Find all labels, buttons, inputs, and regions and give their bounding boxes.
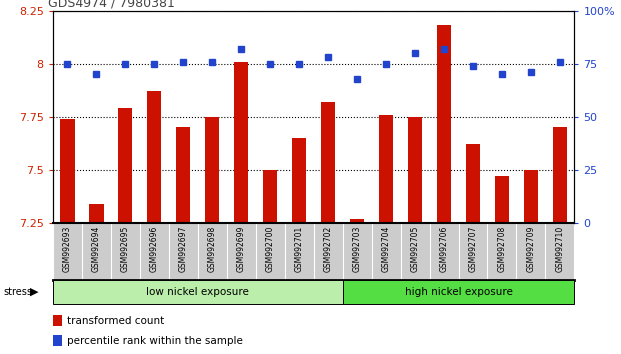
- Bar: [89, 204, 104, 223]
- Text: GSM992706: GSM992706: [440, 226, 448, 272]
- Bar: [205, 117, 219, 223]
- Bar: [379, 115, 393, 223]
- Text: stress: stress: [3, 287, 32, 297]
- Bar: [53, 335, 62, 346]
- Text: GSM992703: GSM992703: [353, 226, 361, 272]
- Bar: [53, 280, 343, 304]
- Bar: [321, 102, 335, 223]
- Text: GSM992705: GSM992705: [410, 226, 420, 272]
- Bar: [553, 127, 567, 223]
- Text: GSM992694: GSM992694: [92, 226, 101, 272]
- Bar: [437, 25, 451, 223]
- Text: GSM992702: GSM992702: [324, 226, 333, 272]
- Bar: [53, 315, 62, 326]
- Text: GSM992696: GSM992696: [150, 226, 159, 272]
- Bar: [343, 280, 574, 304]
- Bar: [292, 138, 306, 223]
- Text: GSM992698: GSM992698: [207, 226, 217, 272]
- Bar: [176, 127, 191, 223]
- Text: percentile rank within the sample: percentile rank within the sample: [67, 336, 243, 346]
- Text: low nickel exposure: low nickel exposure: [147, 287, 249, 297]
- Text: transformed count: transformed count: [67, 316, 164, 326]
- Bar: [60, 119, 75, 223]
- Text: GSM992701: GSM992701: [294, 226, 304, 272]
- Text: GSM992710: GSM992710: [555, 226, 564, 272]
- Bar: [234, 62, 248, 223]
- Text: GSM992708: GSM992708: [497, 226, 507, 272]
- Text: GSM992700: GSM992700: [266, 226, 274, 272]
- Text: GDS4974 / 7980381: GDS4974 / 7980381: [48, 0, 175, 10]
- Bar: [495, 176, 509, 223]
- Bar: [147, 91, 161, 223]
- Text: GSM992695: GSM992695: [120, 226, 130, 272]
- Bar: [524, 170, 538, 223]
- Text: high nickel exposure: high nickel exposure: [404, 287, 512, 297]
- Bar: [263, 170, 278, 223]
- Bar: [466, 144, 480, 223]
- Text: GSM992697: GSM992697: [179, 226, 188, 272]
- Text: ▶: ▶: [30, 287, 39, 297]
- Text: GSM992704: GSM992704: [381, 226, 391, 272]
- Text: GSM992699: GSM992699: [237, 226, 246, 272]
- Bar: [350, 219, 365, 223]
- Bar: [408, 117, 422, 223]
- Bar: [118, 108, 132, 223]
- Text: GSM992709: GSM992709: [527, 226, 535, 272]
- Text: GSM992707: GSM992707: [468, 226, 478, 272]
- Text: GSM992693: GSM992693: [63, 226, 72, 272]
